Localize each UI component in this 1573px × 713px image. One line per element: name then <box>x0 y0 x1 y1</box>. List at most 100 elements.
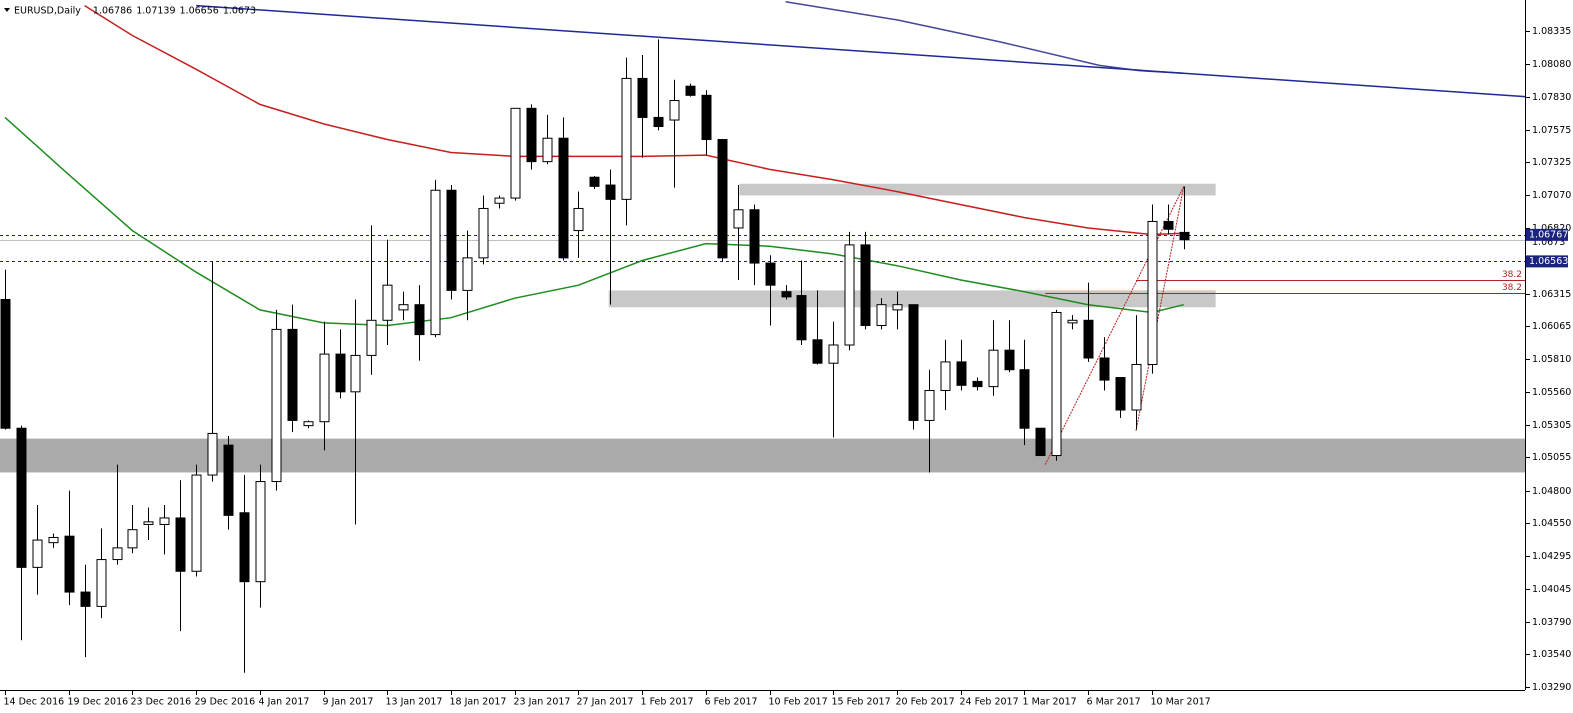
candle-body <box>191 474 202 572</box>
candle-body <box>271 328 282 483</box>
candle-body <box>542 137 553 163</box>
candle-body <box>1019 369 1030 429</box>
candle-body <box>892 304 903 311</box>
ohlc-value: 1.07139 <box>136 6 175 17</box>
y-tick-label: 1.07830 <box>1532 92 1571 103</box>
candle-body <box>860 244 871 326</box>
y-tick-label: 1.03290 <box>1532 682 1571 693</box>
zone <box>608 290 1216 308</box>
x-tick-label: 10 Feb 2017 <box>769 697 828 708</box>
candle-body <box>940 361 951 392</box>
x-tick-label: 9 Jan 2017 <box>323 697 374 708</box>
x-tick-label: 23 Dec 2016 <box>131 697 192 708</box>
candle-body <box>96 559 107 607</box>
price-tag-label: 1.06767 <box>1529 229 1568 240</box>
candle-body <box>223 444 234 516</box>
candle-body <box>1131 364 1142 411</box>
candle-body <box>733 209 744 229</box>
candle-body <box>143 521 154 525</box>
y-tick-label: 1.07575 <box>1532 125 1571 136</box>
menu-arrow[interactable] <box>4 8 10 12</box>
candle-body <box>765 262 776 286</box>
zone <box>0 438 1525 473</box>
plot-area <box>0 0 1525 673</box>
candle-body <box>1115 377 1126 411</box>
y-tick-label: 1.05560 <box>1532 387 1571 398</box>
y-tick-label: 1.03790 <box>1532 617 1571 628</box>
candle-body <box>956 361 967 386</box>
y-tick-label: 1.04550 <box>1532 518 1571 529</box>
candle-body <box>1035 427 1046 457</box>
y-tick-label: 1.04800 <box>1532 486 1571 497</box>
candle-body <box>430 189 441 336</box>
candle-body <box>796 295 807 341</box>
candle-body <box>701 94 712 141</box>
candle-body <box>972 380 983 388</box>
y-tick-label: 1.06820 <box>1532 223 1571 234</box>
candle-body <box>32 539 43 568</box>
candle-body <box>350 354 361 393</box>
y-tick-label: 1.03540 <box>1532 649 1571 660</box>
candle-body <box>573 207 584 232</box>
x-tick-label: 4 Jan 2017 <box>259 697 310 708</box>
candle-body <box>1147 220 1158 366</box>
x-tick-label: 23 Jan 2017 <box>514 697 571 708</box>
candle-body <box>924 390 935 421</box>
x-tick-label: 6 Feb 2017 <box>705 697 758 708</box>
candle-body <box>653 116 664 128</box>
candle-body <box>621 77 632 200</box>
candle-body <box>319 353 330 423</box>
fib-level-label: 38.2 <box>1502 270 1522 280</box>
ohlc-value: 1.06786 <box>93 6 132 17</box>
candle-body <box>510 107 521 199</box>
candle-body <box>159 517 170 525</box>
x-tick-label: 14 Dec 2016 <box>4 697 65 708</box>
price-tag-label: 1.06563 <box>1529 256 1568 267</box>
x-tick-label: 24 Feb 2017 <box>960 697 1019 708</box>
y-tick-label: 1.07325 <box>1532 157 1571 168</box>
candle-body <box>398 304 409 311</box>
candle-body <box>48 536 59 544</box>
candle-body <box>16 427 27 568</box>
candle-body <box>685 85 696 96</box>
y-tick-label: 1.05055 <box>1532 452 1571 463</box>
candle-body <box>812 339 823 364</box>
price-tag <box>1526 255 1568 268</box>
candle-body <box>446 189 457 291</box>
candle-body <box>112 547 123 561</box>
y-tick-label: 1.06315 <box>1532 289 1571 300</box>
y-tick-label: 1.08335 <box>1532 26 1571 37</box>
candle-body <box>80 591 91 607</box>
candle-body <box>988 349 999 388</box>
candle-body <box>382 284 393 321</box>
x-tick-label: 1 Mar 2017 <box>1023 697 1077 708</box>
x-tick-label: 29 Dec 2016 <box>195 697 256 708</box>
candle-body <box>669 100 680 121</box>
candle-body <box>1004 349 1015 371</box>
y-tick-label: 1.05810 <box>1532 354 1571 365</box>
candle-body <box>239 512 250 583</box>
x-tick-label: 15 Feb 2017 <box>832 697 891 708</box>
y-tick-label: 1.07070 <box>1532 190 1571 201</box>
candle-body <box>605 184 616 200</box>
x-tick-label: 27 Jan 2017 <box>577 697 634 708</box>
candle-body <box>255 481 266 583</box>
y-tick-label: 1.04295 <box>1532 551 1571 562</box>
x-tick-label: 13 Jan 2017 <box>386 697 443 708</box>
candle-body <box>749 209 760 264</box>
candle-body <box>335 353 346 393</box>
ohlc-header: 1.06786 1.07139 1.06656 1.0673 <box>93 6 256 17</box>
x-tick-label: 10 Mar 2017 <box>1151 697 1211 708</box>
candle-body <box>844 244 855 346</box>
candle-body <box>558 137 569 259</box>
bid-label: 1.0673 <box>1532 237 1565 248</box>
candle-body <box>175 517 186 572</box>
y-tick-label: 1.05305 <box>1532 420 1571 431</box>
candle-body <box>1099 357 1110 381</box>
candle-body <box>781 291 792 298</box>
y-tick-label: 1.06065 <box>1532 321 1571 332</box>
candle-body <box>462 257 473 291</box>
candle-body <box>526 107 537 163</box>
